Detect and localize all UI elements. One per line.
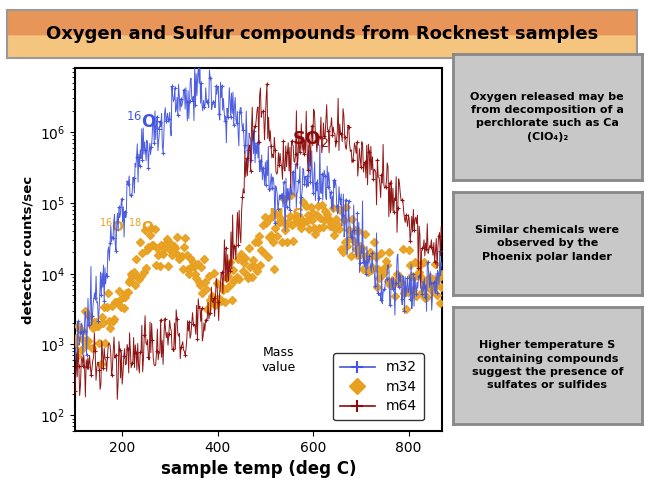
Text: Oxygen and Sulfur compounds from Rocknest samples: Oxygen and Sulfur compounds from Rocknes… xyxy=(46,25,598,43)
Bar xyxy=(6,24,637,25)
Bar xyxy=(6,56,637,57)
Bar xyxy=(6,38,637,39)
Bar xyxy=(6,52,637,53)
Bar xyxy=(6,35,637,36)
Bar xyxy=(6,47,637,48)
Bar xyxy=(6,42,637,43)
Bar xyxy=(6,21,637,22)
Bar xyxy=(6,33,637,34)
Bar xyxy=(6,55,637,56)
Text: Higher temperature S
containing compounds
suggest the presence of
sulfates or su: Higher temperature S containing compound… xyxy=(471,340,623,390)
Bar xyxy=(6,36,637,37)
Bar xyxy=(6,57,637,58)
Bar xyxy=(6,39,637,40)
Bar xyxy=(6,50,637,51)
Text: $^{16}$O $^{18}$O: $^{16}$O $^{18}$O xyxy=(99,216,155,235)
Bar xyxy=(6,30,637,31)
Text: SO$_2$: SO$_2$ xyxy=(292,129,330,149)
Text: $^{16}$O$_2$: $^{16}$O$_2$ xyxy=(126,110,164,133)
Bar xyxy=(6,32,637,33)
Text: Mass
value: Mass value xyxy=(261,346,296,374)
Bar xyxy=(6,29,637,30)
Bar xyxy=(6,44,637,45)
Text: H$_2$S: H$_2$S xyxy=(268,206,306,226)
Bar xyxy=(6,12,637,13)
Bar xyxy=(6,19,637,20)
Bar xyxy=(6,22,637,23)
Bar xyxy=(6,25,637,26)
Bar xyxy=(6,54,637,55)
Bar xyxy=(6,53,637,54)
Bar xyxy=(6,11,637,12)
Bar xyxy=(6,45,637,46)
Bar xyxy=(6,15,637,16)
Bar xyxy=(6,18,637,19)
Bar xyxy=(6,40,637,41)
Bar xyxy=(6,27,637,28)
Bar xyxy=(6,14,637,15)
Text: Oxygen released may be
from decomposition of a
perchlorate such as Ca
(ClO₄)₂: Oxygen released may be from decompositio… xyxy=(471,92,624,142)
Bar xyxy=(6,26,637,27)
Bar xyxy=(6,34,637,35)
Bar xyxy=(6,20,637,21)
Y-axis label: detector counts/sec: detector counts/sec xyxy=(21,175,34,324)
Text: Similar chemicals were
observed by the
Phoenix polar lander: Similar chemicals were observed by the P… xyxy=(475,225,619,262)
Bar xyxy=(6,41,637,42)
Bar xyxy=(6,28,637,29)
Bar xyxy=(6,43,637,44)
Bar xyxy=(6,10,637,11)
Bar xyxy=(6,31,637,32)
Bar xyxy=(6,13,637,14)
Bar xyxy=(6,16,637,17)
Bar xyxy=(6,23,637,24)
Bar xyxy=(6,46,637,47)
Bar xyxy=(6,48,637,49)
Bar xyxy=(6,17,637,18)
X-axis label: sample temp (deg C): sample temp (deg C) xyxy=(161,460,356,478)
Bar xyxy=(6,51,637,52)
Legend: m32, m34, m64: m32, m34, m64 xyxy=(333,354,424,420)
Bar xyxy=(6,49,637,50)
Bar xyxy=(6,37,637,38)
